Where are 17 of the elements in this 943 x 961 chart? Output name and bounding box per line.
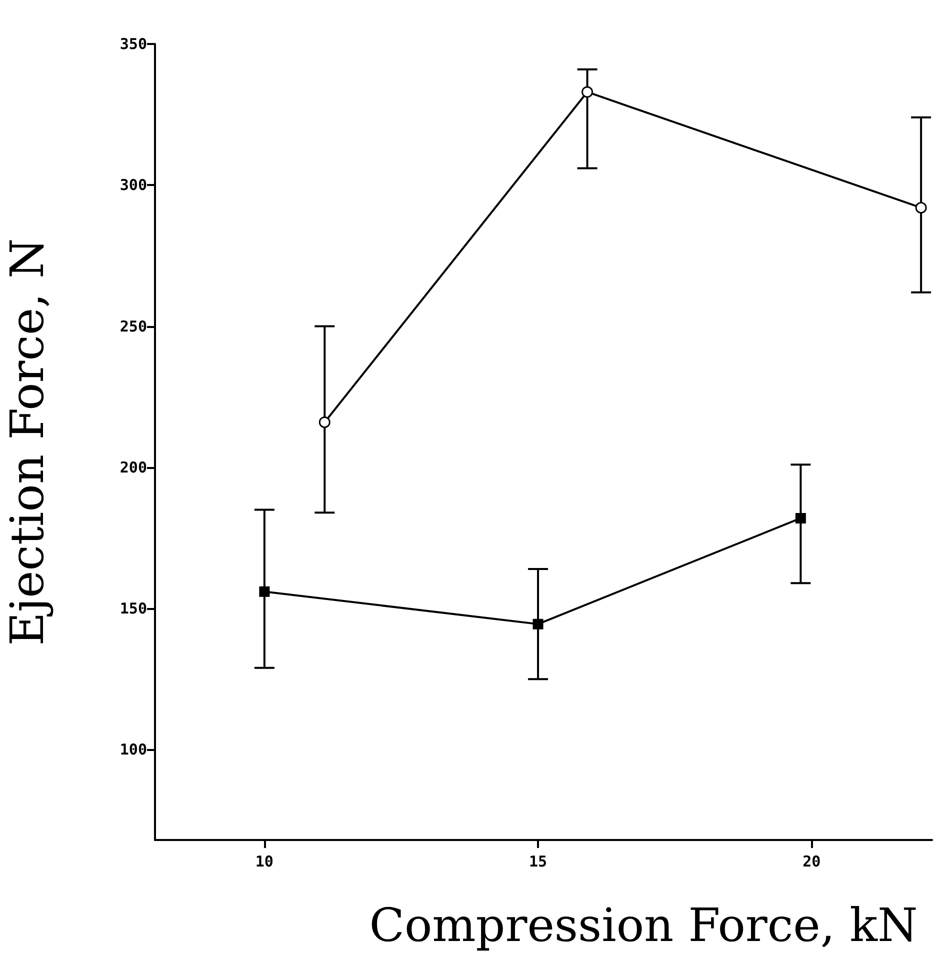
point [318, 416, 330, 428]
point [259, 586, 270, 597]
y-tick-label: 300 [120, 176, 147, 194]
x-tick-label: 20 [802, 852, 821, 870]
x-axis-title: Compression Force, kN [369, 898, 918, 952]
y-tick-label: 250 [120, 317, 147, 336]
point [795, 512, 806, 524]
y-tick-label: 350 [120, 35, 147, 53]
y-axis-title: Ejection Force, N [0, 238, 54, 646]
x-tick-label: 10 [255, 852, 274, 870]
point [532, 618, 544, 630]
point [915, 202, 927, 214]
point [582, 86, 594, 98]
y-tick-label: 150 [120, 600, 147, 618]
x-tick-label: 15 [528, 852, 548, 870]
y-tick-label: 200 [120, 458, 147, 476]
y-tick-label: 100 [120, 740, 147, 759]
